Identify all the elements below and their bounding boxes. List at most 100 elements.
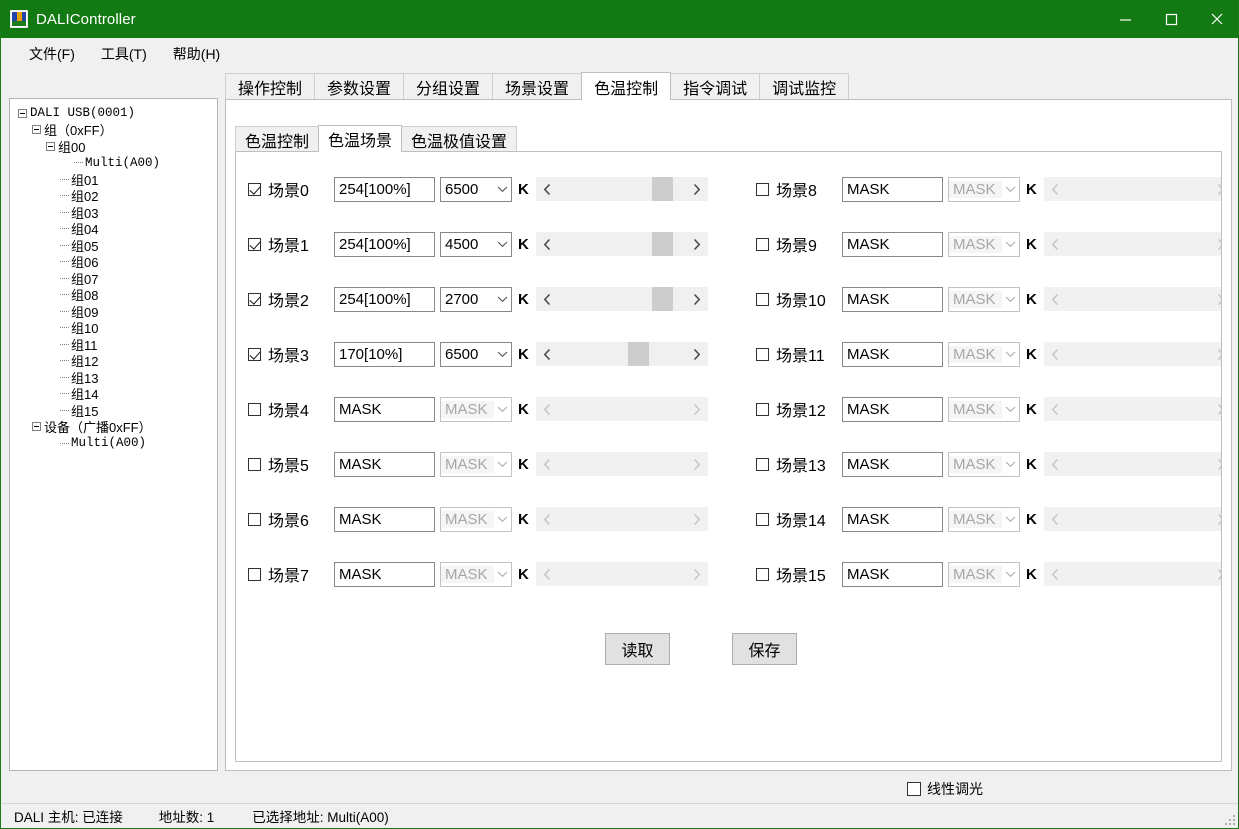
tree-node[interactable]: 组13 [10,369,217,386]
scene-kelvin-dropdown[interactable]: MASK [948,341,1020,367]
slider-left-arrow-icon[interactable] [536,177,558,201]
menu-item-2[interactable]: 帮助(H) [172,45,221,62]
menu-item-0[interactable]: 文件(F) [29,45,75,62]
scene-enable-checkbox[interactable] [756,182,769,196]
tree-expander-icon[interactable] [32,422,41,432]
scene-level-input[interactable]: 254[100%] [334,176,435,202]
scene-level-input[interactable]: MASK [334,451,435,477]
scene-level-input[interactable]: 254[100%] [334,231,435,257]
tree-node[interactable]: 组04 [10,221,217,237]
scene-enable-checkbox[interactable] [756,512,769,526]
tree-expander-icon[interactable] [46,141,55,151]
chevron-down-icon[interactable] [494,398,511,421]
slider-left-arrow-icon[interactable] [536,287,558,311]
tab-0[interactable]: 操作控制 [225,73,316,100]
save-button[interactable]: 保存 [732,633,797,665]
scene-level-input[interactable]: MASK [842,396,943,422]
slider-track[interactable] [1066,177,1210,201]
scene-kelvin-slider[interactable] [535,177,708,201]
chevron-down-icon[interactable] [1002,178,1019,201]
slider-left-arrow-icon[interactable] [536,452,558,476]
slider-right-arrow-icon[interactable] [686,397,708,421]
slider-left-arrow-icon[interactable] [1044,342,1066,366]
scene-kelvin-dropdown[interactable]: MASK [440,506,512,532]
slider-left-arrow-icon[interactable] [1044,562,1066,586]
scene-enable-checkbox[interactable] [756,567,769,581]
slider-right-arrow-icon[interactable] [1210,177,1221,201]
slider-right-arrow-icon[interactable] [686,452,708,476]
chevron-down-icon[interactable] [1002,288,1019,311]
slider-track[interactable] [1066,452,1210,476]
sub-tab-1[interactable]: 色温场景 [318,125,403,152]
scene-kelvin-slider[interactable] [1043,287,1221,311]
scene-enable-checkbox[interactable] [756,347,769,361]
tree-node[interactable]: 组03 [10,204,217,221]
tree-node[interactable]: 组（0xFF） [10,122,217,138]
scene-kelvin-dropdown[interactable]: 2700 [440,286,512,312]
chevron-down-icon[interactable] [1002,453,1019,476]
tree-node[interactable]: 组01 [10,171,217,188]
chevron-down-icon[interactable] [494,288,511,311]
slider-left-arrow-icon[interactable] [536,232,558,256]
slider-track[interactable] [1066,562,1210,586]
chevron-down-icon[interactable] [494,563,511,586]
scene-level-input[interactable]: MASK [842,451,943,477]
slider-track[interactable] [558,507,686,531]
slider-left-arrow-icon[interactable] [536,507,558,531]
scene-kelvin-slider[interactable] [535,232,708,256]
slider-right-arrow-icon[interactable] [1210,232,1221,256]
tree-expander-icon[interactable] [18,108,27,118]
scene-enable-checkbox[interactable] [248,237,261,251]
slider-track[interactable] [558,342,686,366]
tree-expander-icon[interactable] [32,125,41,135]
scene-kelvin-slider[interactable] [1043,342,1221,366]
scene-enable-checkbox[interactable] [248,292,261,306]
sub-tab-2[interactable]: 色温极值设置 [401,126,518,152]
scene-kelvin-dropdown[interactable]: MASK [948,561,1020,587]
scene-enable-checkbox[interactable] [248,182,261,196]
tab-1[interactable]: 参数设置 [314,73,405,100]
tree-node[interactable]: Multi(A00) [10,155,217,172]
tree-node[interactable]: 组05 [10,237,217,254]
scene-enable-checkbox[interactable] [248,457,261,471]
device-tree-panel[interactable]: DALI USB(0001) 组（0xFF） 组00 Multi(A00) 组01 组02… [9,98,218,771]
scene-kelvin-slider[interactable] [1043,397,1221,421]
slider-track[interactable] [558,562,686,586]
tree-node[interactable]: 组00 [10,138,217,155]
tree-node[interactable]: 组07 [10,270,217,287]
slider-thumb[interactable] [652,232,673,256]
sub-tab-0[interactable]: 色温控制 [235,126,320,152]
slider-thumb[interactable] [628,342,650,366]
chevron-down-icon[interactable] [494,453,511,476]
chevron-down-icon[interactable] [494,178,511,201]
scene-kelvin-slider[interactable] [535,452,708,476]
tree-node[interactable]: 组09 [10,303,217,320]
scene-level-input[interactable]: MASK [842,561,943,587]
scene-kelvin-dropdown[interactable]: MASK [440,396,512,422]
slider-left-arrow-icon[interactable] [1044,397,1066,421]
slider-track[interactable] [558,177,686,201]
scene-level-input[interactable]: 254[100%] [334,286,435,312]
scene-kelvin-dropdown[interactable]: MASK [948,396,1020,422]
scene-kelvin-slider[interactable] [535,507,708,531]
slider-left-arrow-icon[interactable] [536,342,558,366]
chevron-down-icon[interactable] [1002,563,1019,586]
tree-node[interactable]: 组08 [10,287,217,303]
slider-thumb[interactable] [652,287,673,311]
minimize-icon[interactable] [1102,0,1148,38]
tab-6[interactable]: 调试监控 [759,73,850,100]
scene-kelvin-slider[interactable] [535,342,708,366]
tree-node[interactable]: 组14 [10,386,217,402]
tree-node[interactable]: 组02 [10,188,217,204]
close-icon[interactable] [1194,0,1238,38]
slider-right-arrow-icon[interactable] [1210,287,1221,311]
scene-enable-checkbox[interactable] [756,237,769,251]
slider-right-arrow-icon[interactable] [686,177,708,201]
slider-left-arrow-icon[interactable] [536,397,558,421]
tab-5[interactable]: 指令调试 [670,73,761,100]
slider-track[interactable] [558,232,686,256]
scene-kelvin-dropdown[interactable]: MASK [948,451,1020,477]
scene-enable-checkbox[interactable] [756,457,769,471]
slider-right-arrow-icon[interactable] [1210,452,1221,476]
scene-level-input[interactable]: MASK [842,176,943,202]
